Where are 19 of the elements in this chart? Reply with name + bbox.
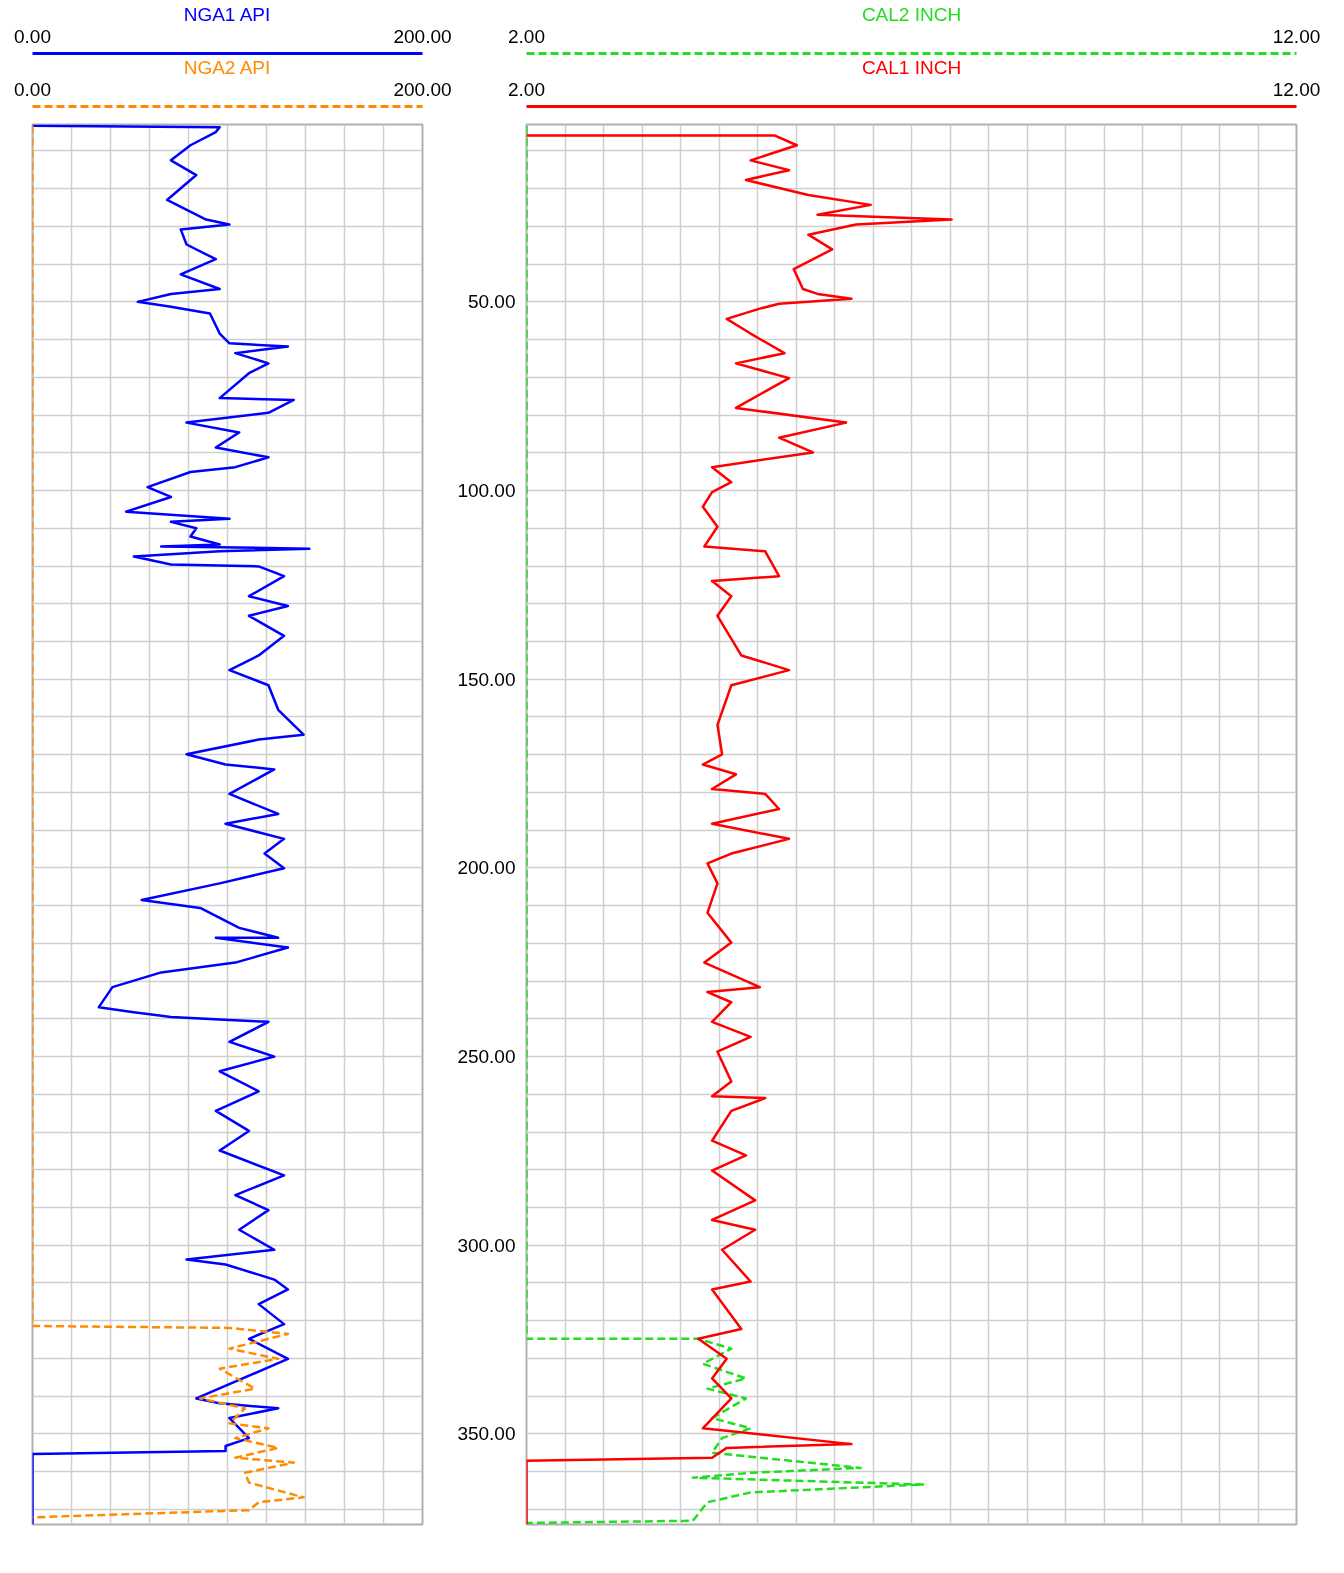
text: NGA1 API [183,3,271,25]
x2-tick-label: 12.00 [1272,25,1321,47]
y-tick-label: 150.00 [457,668,516,690]
y-tick-label: 300.00 [457,1234,516,1256]
y-tick-label: 250.00 [457,1046,516,1068]
y-tick-label: 200.00 [457,857,516,879]
text: CAL2 INCH [861,3,962,25]
text: CAL1 INCH [861,56,962,78]
text: NGA2 API [183,56,271,78]
y-tick-label: 350.00 [457,1423,516,1445]
y-tick-label: 50.00 [467,291,516,313]
x2-tick-label: 2.00 [508,25,545,47]
x-tick-label: 200.00 [393,78,452,100]
x-tick-label: 12.00 [1272,78,1321,100]
x-tick-label: 0.00 [14,78,51,100]
x-tick-label: 2.00 [508,78,545,100]
y-tick-label: 100.00 [457,480,516,502]
x2-tick-label: 0.00 [14,25,51,47]
x2-tick-label: 200.00 [393,25,452,47]
